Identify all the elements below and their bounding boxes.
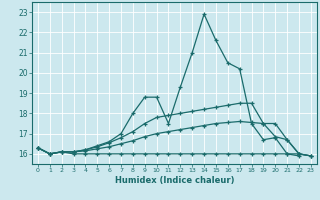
X-axis label: Humidex (Indice chaleur): Humidex (Indice chaleur) [115,176,234,185]
